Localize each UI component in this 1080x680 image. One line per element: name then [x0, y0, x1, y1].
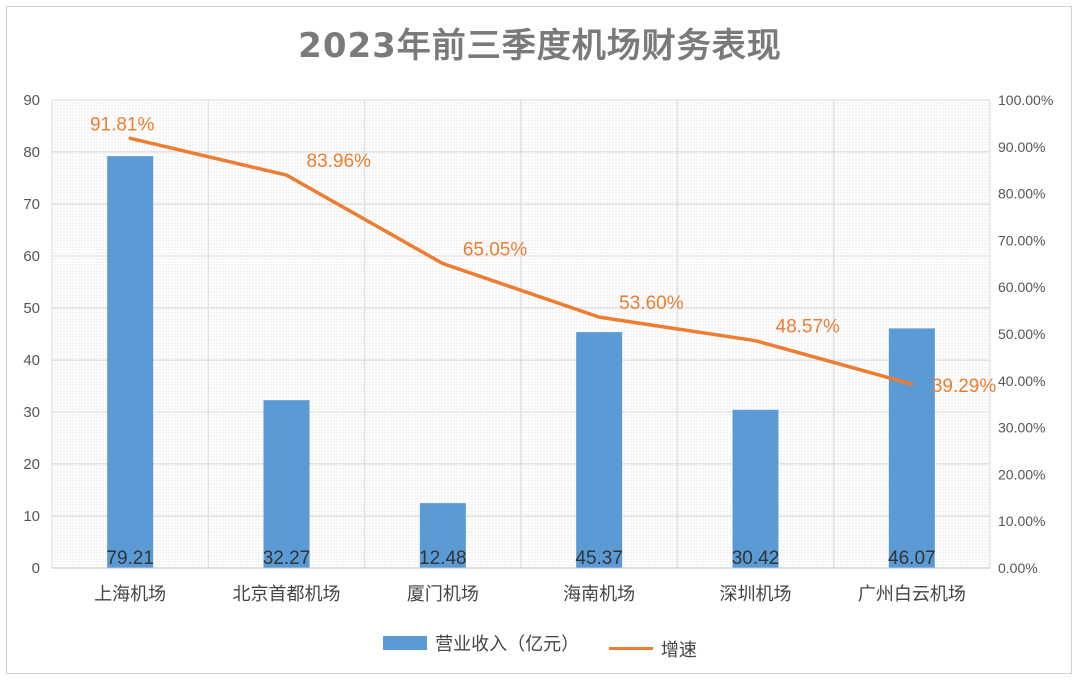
x-tick-label: 海南机场 [563, 584, 635, 605]
bar [263, 400, 310, 568]
legend-item-growth: 增速 [608, 636, 697, 662]
y2-tick-label: 40.00% [998, 373, 1045, 389]
growth-line [128, 136, 914, 386]
legend: 营业收入（亿元） 增速 [0, 630, 1080, 662]
legend-label-growth: 增速 [660, 639, 697, 661]
legend-line-swatch [608, 647, 653, 650]
y2-tick-label: 100.00% [998, 92, 1053, 108]
bar-value-label: 46.07 [888, 548, 936, 569]
y2-tick-label: 10.00% [998, 513, 1045, 529]
bar-value-label: 45.37 [575, 548, 623, 569]
y2-tick-label: 0.00% [998, 560, 1038, 576]
y-tick-label: 20 [23, 456, 40, 473]
x-tick-label: 深圳机场 [720, 584, 792, 605]
bar [888, 328, 935, 568]
y2-tick-label: 80.00% [998, 186, 1045, 202]
y-tick-label: 70 [23, 196, 40, 213]
bar [419, 503, 466, 568]
line-point [285, 173, 288, 177]
bar [732, 409, 779, 568]
legend-label-revenue: 营业收入（亿元） [435, 634, 580, 655]
y-tick-label: 40 [23, 352, 40, 369]
y-tick-label: 50 [23, 300, 40, 317]
legend-bar-swatch [383, 636, 428, 650]
line-value-label: 53.60% [619, 293, 684, 314]
y2-tick-label: 60.00% [998, 279, 1045, 295]
axes: 0 10 20 30 40 50 60 70 80 90 0.00% 10.00% 20.00% 30.0… [23, 92, 1053, 605]
line-point [754, 339, 757, 343]
line-value-label: 48.57% [776, 317, 841, 338]
line-point [597, 315, 601, 319]
bar [576, 332, 623, 568]
x-tick-label: 北京首都机场 [233, 584, 341, 605]
y2-tick-label: 20.00% [998, 466, 1045, 482]
line-value-label: 83.96% [307, 151, 372, 172]
y-tick-label: 30 [23, 404, 40, 421]
line-value-label: 91.81% [90, 114, 155, 135]
line-point [441, 262, 445, 266]
y2-tick-label: 30.00% [998, 420, 1045, 436]
y-tick-label: 10 [23, 508, 40, 525]
line-series [128, 136, 914, 386]
y-tick-label: 0 [32, 560, 40, 577]
bar-series [107, 156, 935, 568]
line-point [910, 382, 914, 386]
bar-value-label: 32.27 [263, 548, 311, 569]
x-tick-label: 上海机场 [94, 584, 166, 605]
line-point [128, 136, 132, 140]
y-tick-label: 80 [23, 144, 40, 161]
x-tick-label: 厦门机场 [407, 584, 479, 605]
y2-tick-label: 50.00% [998, 326, 1045, 342]
bar [107, 156, 154, 568]
y2-tick-label: 90.00% [998, 139, 1045, 155]
data-labels: 79.21 32.27 12.48 45.37 30.42 46.07 91.81% 83.9… [90, 114, 996, 569]
y-tick-label: 90 [23, 92, 40, 109]
bar-value-label: 12.48 [419, 548, 467, 569]
y2-tick-label: 70.00% [998, 232, 1045, 248]
line-value-label: 65.05% [463, 240, 528, 261]
legend-item-revenue: 营业收入（亿元） [383, 630, 579, 656]
bar-value-label: 30.42 [732, 548, 780, 569]
x-tick-label: 广州白云机场 [858, 584, 966, 605]
bar-value-label: 79.21 [106, 548, 154, 569]
line-value-label: 39.29% [932, 376, 997, 397]
y-tick-label: 60 [23, 248, 40, 265]
chart-title: 2023年前三季度机场财务表现 [298, 26, 782, 66]
